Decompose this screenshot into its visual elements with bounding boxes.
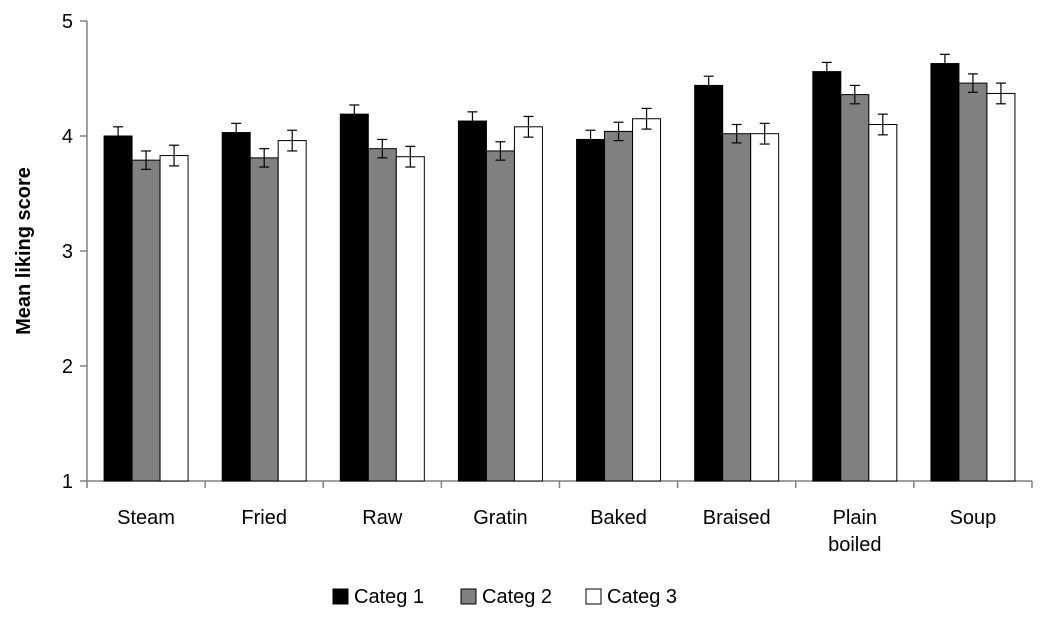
bar bbox=[367, 148, 397, 482]
bar bbox=[812, 71, 842, 482]
plot-area: 1 2 3 4 5 Steam Fried Raw Gratin Baked Braised Plai… bbox=[62, 11, 1033, 556]
bar bbox=[277, 140, 307, 482]
bar bbox=[694, 84, 724, 482]
x-tick-label: Braised bbox=[703, 507, 771, 529]
x-tick-label: Baked bbox=[590, 507, 647, 529]
bar bbox=[131, 159, 161, 482]
bar bbox=[868, 124, 898, 482]
x-tick-label: Steam bbox=[117, 507, 175, 529]
legend-label: Categ 2 bbox=[482, 586, 552, 608]
legend-label: Categ 1 bbox=[354, 586, 424, 608]
bar bbox=[930, 63, 960, 482]
bar bbox=[604, 130, 634, 482]
bar bbox=[750, 133, 780, 482]
bar bbox=[632, 118, 662, 482]
legend-label: Categ 3 bbox=[607, 586, 677, 608]
legend: Categ 1 Categ 2 Categ 3 bbox=[332, 586, 677, 608]
x-tick-label: Raw bbox=[362, 507, 403, 529]
legend-swatch bbox=[332, 588, 349, 605]
y-tick-label: 1 bbox=[62, 471, 73, 493]
bar bbox=[339, 113, 369, 482]
y-tick-label: 2 bbox=[62, 356, 73, 378]
bar bbox=[840, 94, 870, 482]
y-tick-label: 4 bbox=[62, 126, 73, 148]
bar bbox=[159, 155, 189, 482]
bar bbox=[103, 135, 133, 482]
bar bbox=[457, 120, 487, 482]
bar bbox=[986, 92, 1016, 482]
bar bbox=[513, 126, 543, 482]
bar bbox=[395, 156, 425, 482]
bar bbox=[485, 150, 515, 482]
y-axis-title: Mean liking score bbox=[13, 167, 35, 335]
x-tick-label: Plain boiled bbox=[828, 507, 881, 556]
bar bbox=[576, 138, 606, 482]
x-tick-label: Soup bbox=[950, 507, 997, 529]
y-tick-label: 5 bbox=[62, 11, 73, 33]
y-tick-label: 3 bbox=[62, 241, 73, 263]
x-tick-label: Gratin bbox=[473, 507, 527, 529]
bar bbox=[249, 157, 279, 482]
x-tick-label: Fried bbox=[241, 507, 287, 529]
legend-swatch bbox=[585, 588, 602, 605]
bar bbox=[221, 132, 251, 482]
bar bbox=[722, 133, 752, 482]
bar bbox=[958, 82, 988, 482]
legend-swatch bbox=[460, 588, 477, 605]
